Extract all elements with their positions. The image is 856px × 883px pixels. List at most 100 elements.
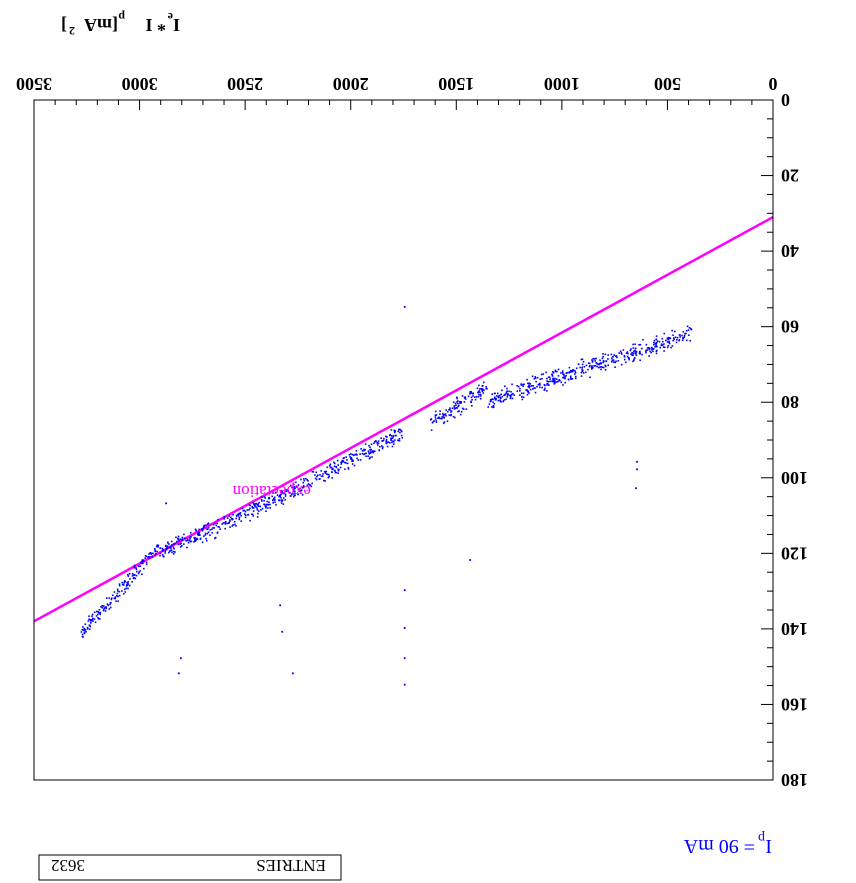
scatter-point <box>474 396 476 398</box>
scatter-point <box>134 565 136 567</box>
scatter-point <box>682 331 684 333</box>
scatter-point <box>688 329 690 331</box>
scatter-point <box>647 347 649 349</box>
scatter-point <box>160 553 162 555</box>
scatter-point <box>334 470 336 472</box>
scatter-point <box>129 573 131 575</box>
scatter-point <box>328 476 330 478</box>
scatter-point <box>560 372 562 374</box>
scatter-point <box>369 447 371 449</box>
scatter-point <box>140 565 142 567</box>
scatter-point <box>82 626 84 628</box>
scatter-point <box>582 370 584 372</box>
scatter-point <box>88 620 90 622</box>
scatter-point <box>439 410 441 412</box>
scatter-point <box>188 542 190 544</box>
scatter-point <box>682 339 684 341</box>
scatter-point <box>178 536 180 538</box>
scatter-point <box>258 502 260 504</box>
scatter-point <box>504 394 506 396</box>
scatter-point <box>122 584 124 586</box>
scatter-point <box>527 390 529 392</box>
scatter-point <box>238 515 240 517</box>
xlabel-end: ] <box>61 15 67 35</box>
scatter-point <box>672 334 674 336</box>
scatter-point <box>479 388 481 390</box>
scatter-point <box>180 538 182 540</box>
scatter-point <box>605 353 607 355</box>
scatter-point <box>337 472 339 474</box>
scatter-point <box>682 337 684 339</box>
scatter-point <box>154 550 156 552</box>
scatter-point <box>272 502 274 504</box>
expectation-line <box>34 217 773 621</box>
scatter-point <box>457 400 459 402</box>
scatter-point <box>570 375 572 377</box>
scatter-point <box>646 344 648 346</box>
scatter-point <box>168 543 170 545</box>
scatter-point <box>205 533 207 535</box>
scatter-point <box>633 347 635 349</box>
scatter-point <box>435 411 437 413</box>
scatter-point <box>165 550 167 552</box>
scatter-point <box>522 384 524 386</box>
scatter-point <box>206 540 208 542</box>
scatter-point <box>257 513 259 515</box>
scatter-point <box>170 550 172 552</box>
scatter-point <box>168 552 170 554</box>
scatter-point <box>229 519 231 521</box>
scatter-point <box>630 348 632 350</box>
scatter-point <box>575 372 577 374</box>
scatter-point <box>620 350 622 352</box>
scatter-point <box>575 376 577 378</box>
outlier-point <box>636 468 638 470</box>
scatter-point <box>581 359 583 361</box>
scatter-point <box>496 395 498 397</box>
scatter-point <box>190 536 192 538</box>
scatter-point <box>689 327 691 329</box>
scatter-point <box>454 408 456 410</box>
scatter-point <box>389 442 391 444</box>
scatter-point <box>159 547 161 549</box>
scatter-point <box>321 475 323 477</box>
scatter-point <box>202 528 204 530</box>
scatter-point <box>657 340 659 342</box>
scatter-point <box>480 395 482 397</box>
scatter-point <box>202 541 204 543</box>
scatter-point <box>230 517 232 519</box>
scatter-point <box>502 396 504 398</box>
scatter-point <box>138 566 140 568</box>
scatter-point <box>535 381 537 383</box>
scatter-point <box>127 588 129 590</box>
scatter-point <box>519 394 521 396</box>
scatter-point <box>495 399 497 401</box>
scatter-point <box>217 519 219 521</box>
scatter-point <box>674 331 676 333</box>
scatter-point <box>202 530 204 532</box>
scatter-point <box>236 515 238 517</box>
scatter-point <box>500 401 502 403</box>
scatter-point <box>480 394 482 396</box>
scatter-point <box>625 362 627 364</box>
scatter-point <box>149 552 151 554</box>
scatter-point <box>365 455 367 457</box>
scatter-point <box>504 399 506 401</box>
scatter-point <box>603 367 605 369</box>
scatter-point <box>633 352 635 354</box>
scatter-point <box>662 341 664 343</box>
scatter-point <box>631 352 633 354</box>
scatter-point <box>209 529 211 531</box>
scatter-point <box>258 510 260 512</box>
scatter-point <box>368 445 370 447</box>
scatter-point <box>367 455 369 457</box>
scatter-point <box>330 467 332 469</box>
scatter-point <box>511 384 513 386</box>
annotation-sub: p <box>758 830 765 845</box>
scatter-point <box>228 515 230 517</box>
scatter-point <box>523 396 525 398</box>
scatter-point <box>242 508 244 510</box>
xlabel-sub1: e <box>167 10 173 24</box>
scatter-point <box>438 417 440 419</box>
scatter-point <box>374 450 376 452</box>
scatter-point <box>117 593 119 595</box>
